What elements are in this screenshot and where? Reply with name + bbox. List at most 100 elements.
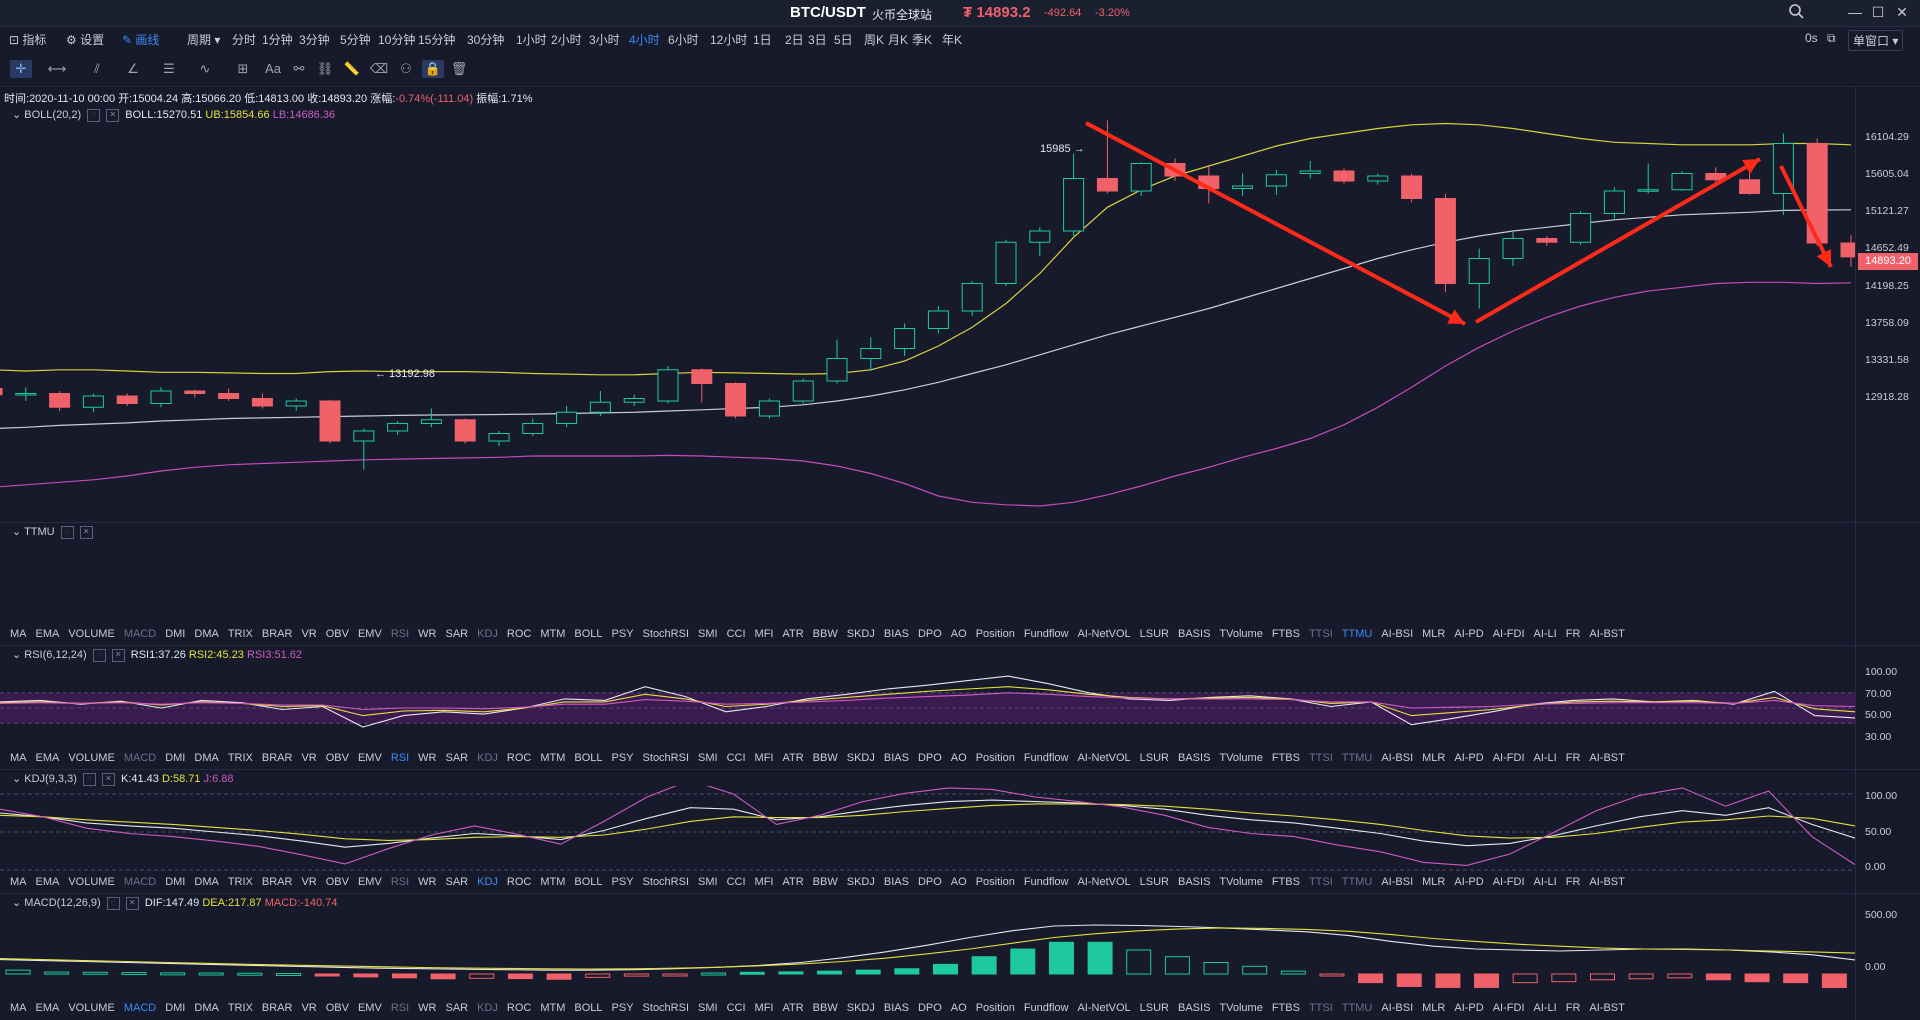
collapse-icon[interactable]: ⌄ — [12, 897, 22, 909]
candle[interactable] — [116, 393, 138, 407]
interval-3[interactable]: 5分钟 — [340, 33, 371, 47]
wave-tool-icon[interactable]: ∿ — [199, 61, 211, 76]
interval-5[interactable]: 15分钟 — [418, 33, 456, 47]
indicator-tab-ai-pd[interactable]: AI-PD — [1454, 1002, 1484, 1014]
indicator-tab-emv[interactable]: EMV — [357, 876, 382, 888]
indicator-tab-bbw[interactable]: BBW — [812, 1002, 838, 1014]
indicator-tab-rsi[interactable]: RSI — [390, 1002, 410, 1014]
candle[interactable] — [826, 339, 848, 384]
ruler-tool-icon[interactable]: 📏 — [343, 61, 361, 76]
candle[interactable] — [758, 398, 780, 419]
indicator-tab-roc[interactable]: ROC — [506, 876, 532, 888]
candle[interactable] — [1637, 163, 1659, 194]
indicator-tab-lsur[interactable]: LSUR — [1139, 628, 1169, 640]
indicator-tab-trix[interactable]: TRIX — [227, 752, 253, 764]
indicator-tab-ai-fdi[interactable]: AI-FDI — [1492, 1002, 1525, 1014]
indicator-tab-ai-pd[interactable]: AI-PD — [1454, 876, 1484, 888]
search-icon[interactable] — [1787, 3, 1805, 21]
indicator-tab-psy[interactable]: PSY — [611, 628, 634, 640]
indicator-tab-fundflow[interactable]: Fundflow — [1023, 876, 1069, 888]
indicator-tab-position[interactable]: Position — [975, 628, 1015, 640]
indicator-tab-ai-bst[interactable]: AI-BST — [1589, 628, 1625, 640]
candle[interactable] — [691, 368, 713, 403]
interval-16[interactable]: 5日 — [834, 33, 853, 47]
candle[interactable] — [589, 391, 611, 416]
indicator-tab-dma[interactable]: DMA — [194, 752, 219, 764]
candle[interactable] — [995, 239, 1017, 286]
indicator-tab-psy[interactable]: PSY — [611, 1002, 634, 1014]
indicator-tab-basis[interactable]: BASIS — [1178, 876, 1211, 888]
indicator-tab-lsur[interactable]: LSUR — [1139, 876, 1169, 888]
collapse-icon[interactable]: ⌄ — [12, 773, 22, 785]
candle[interactable] — [927, 306, 949, 334]
indicator-tab-bias[interactable]: BIAS — [883, 1002, 909, 1014]
indicator-tab-macd[interactable]: MACD — [123, 1002, 157, 1014]
indicator-tab-sar[interactable]: SAR — [445, 876, 469, 888]
candle[interactable] — [1401, 173, 1423, 203]
interval-1[interactable]: 1分钟 — [262, 33, 293, 47]
indicator-tab-wr[interactable]: WR — [418, 876, 437, 888]
indicator-tab-boll[interactable]: BOLL — [574, 876, 603, 888]
indicator-tab-lsur[interactable]: LSUR — [1139, 752, 1169, 764]
indicator-tab-macd[interactable]: MACD — [123, 752, 157, 764]
indicator-tab-basis[interactable]: BASIS — [1178, 1002, 1211, 1014]
close-icon[interactable]: ✕ — [1896, 4, 1908, 20]
indicator-tab-vr[interactable]: VR — [301, 752, 317, 764]
candle[interactable] — [1333, 168, 1355, 184]
indicator-tab-ai-li[interactable]: AI-LI — [1533, 1002, 1557, 1014]
candle[interactable] — [657, 366, 679, 404]
indicator-tab-kdj[interactable]: KDJ — [477, 628, 498, 640]
minimize-icon[interactable]: — — [1848, 4, 1862, 20]
indicator-tab-trix[interactable]: TRIX — [227, 1002, 253, 1014]
indicator-tab-atr[interactable]: ATR — [782, 876, 804, 888]
candle[interactable] — [1299, 161, 1321, 179]
indicator-button[interactable]: ⊡ 指标 — [9, 33, 47, 47]
indicator-tab-ttsi[interactable]: TTSI — [1308, 876, 1333, 888]
indicator-tab-ai-li[interactable]: AI-LI — [1533, 752, 1557, 764]
indicator-tab-boll[interactable]: BOLL — [574, 628, 603, 640]
interval-18[interactable]: 月K — [888, 33, 909, 47]
candle[interactable] — [1029, 227, 1051, 256]
indicator-tab-stochrsi[interactable]: StochRSI — [642, 628, 690, 640]
indicator-tab-trix[interactable]: TRIX — [227, 876, 253, 888]
link-tool-icon[interactable]: ⛓ — [316, 61, 334, 76]
interval-9[interactable]: 3小时 — [589, 33, 620, 47]
indicator-tab-dpo[interactable]: DPO — [917, 1002, 942, 1014]
indicator-tab-mtm[interactable]: MTM — [540, 876, 566, 888]
indicator-tab-roc[interactable]: ROC — [506, 752, 532, 764]
indicator-tab-cci[interactable]: CCI — [726, 628, 746, 640]
collapse-icon[interactable]: ⌄ — [12, 109, 22, 121]
magnet-tool-icon[interactable]: ⚯ — [293, 61, 305, 76]
trendline-tool-icon[interactable]: ⫽ — [94, 61, 100, 76]
indicator-tab-brar[interactable]: BRAR — [261, 628, 293, 640]
close-icon[interactable]: ✕ — [111, 648, 125, 662]
indicator-tab-ttsi[interactable]: TTSI — [1308, 628, 1333, 640]
indicator-tab-ai-bsi[interactable]: AI-BSI — [1381, 628, 1414, 640]
interval-12[interactable]: 12小时 — [710, 33, 748, 47]
indicator-tab-ao[interactable]: AO — [950, 876, 967, 888]
indicator-tab-fr[interactable]: FR — [1565, 1002, 1581, 1014]
indicator-tab-kdj[interactable]: KDJ — [477, 876, 498, 888]
indicator-tab-ema[interactable]: EMA — [35, 752, 60, 764]
indicator-tab-mlr[interactable]: MLR — [1422, 752, 1446, 764]
indicator-tab-fr[interactable]: FR — [1565, 628, 1581, 640]
candle[interactable] — [1468, 248, 1490, 309]
settings-button[interactable]: ⚙ 设置 — [66, 33, 105, 47]
indicator-tab-dpo[interactable]: DPO — [917, 752, 942, 764]
candle[interactable] — [1840, 235, 1855, 267]
collapse-icon[interactable]: ⌄ — [12, 649, 22, 661]
indicator-tab-fundflow[interactable]: Fundflow — [1023, 1002, 1069, 1014]
indicator-tab-kdj[interactable]: KDJ — [477, 752, 498, 764]
indicator-tab-fr[interactable]: FR — [1565, 876, 1581, 888]
indicator-tab-skdj[interactable]: SKDJ — [846, 876, 875, 888]
interval-14[interactable]: 2日 — [785, 33, 804, 47]
indicator-tab-roc[interactable]: ROC — [506, 628, 532, 640]
candle[interactable] — [319, 399, 341, 444]
interval-11[interactable]: 6小时 — [668, 33, 699, 47]
indicator-tab-mlr[interactable]: MLR — [1422, 1002, 1446, 1014]
indicator-tab-dmi[interactable]: DMI — [165, 876, 186, 888]
indicator-tab-obv[interactable]: OBV — [325, 1002, 349, 1014]
indicator-tab-atr[interactable]: ATR — [782, 1002, 804, 1014]
indicator-tab-position[interactable]: Position — [975, 1002, 1015, 1014]
candle[interactable] — [623, 394, 645, 406]
